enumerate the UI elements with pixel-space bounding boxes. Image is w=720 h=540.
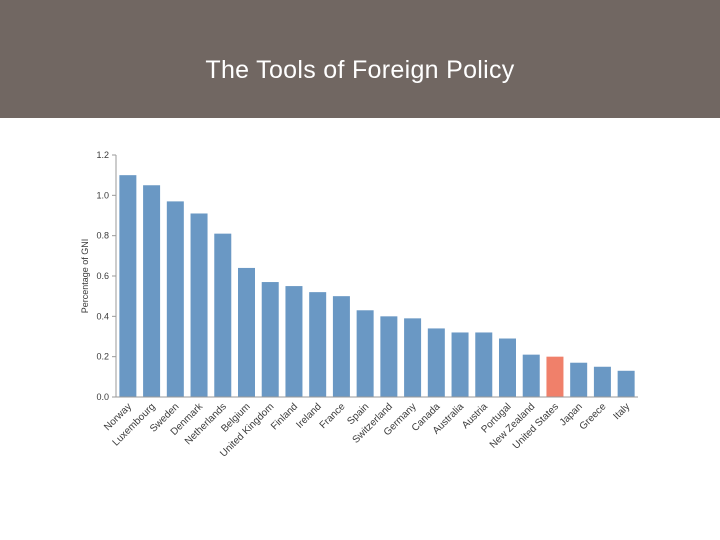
bar-netherlands	[214, 233, 232, 397]
y-axis-title: Percentage of GNI	[80, 239, 90, 314]
bar-australia	[451, 332, 469, 397]
axes-group: 0.0 0.2 0.4 0.6 0.8 1.0 1.2 Percentage of GNI	[80, 150, 638, 402]
category-label: Finland	[269, 401, 300, 432]
y-tick-label: 0.4	[96, 311, 109, 321]
y-tick-label: 0.8	[96, 231, 109, 241]
bar-luxembourg	[143, 185, 161, 397]
category-label: France	[318, 401, 348, 431]
y-tick-label: 0.0	[96, 392, 109, 402]
bar-denmark	[190, 213, 208, 397]
title-bar: The Tools of Foreign Policy	[0, 0, 720, 118]
y-tick-label: 1.2	[96, 150, 109, 160]
bar-japan	[570, 362, 588, 397]
bar-belgium	[238, 267, 255, 397]
y-tick-label: 1.0	[96, 190, 109, 200]
bar-austria	[475, 332, 493, 397]
bar-finland	[285, 286, 303, 397]
bars-group	[119, 175, 635, 397]
bar-sweden	[166, 201, 184, 397]
category-label: Greece	[578, 401, 609, 432]
slide-title: The Tools of Foreign Policy	[205, 56, 515, 84]
bar-switzerland	[380, 316, 398, 397]
bar-united-kingdom	[261, 282, 279, 397]
bar-portugal	[499, 338, 516, 397]
bar-ireland	[309, 292, 327, 397]
labels-group: NorwayLuxembourgSwedenDenmarkNetherlands…	[102, 401, 632, 460]
bar-norway	[119, 175, 137, 397]
y-tick-label: 0.2	[96, 352, 109, 362]
bar-spain	[356, 310, 374, 397]
bar-germany	[404, 318, 422, 397]
y-tick-label: 0.6	[96, 271, 109, 281]
category-label: Italy	[612, 401, 633, 422]
bar-united-states	[546, 356, 564, 397]
bar-canada	[427, 328, 445, 397]
bar-france	[332, 296, 350, 397]
bar-greece	[593, 366, 611, 397]
bar-new-zealand	[522, 354, 540, 397]
bar-italy	[617, 370, 635, 397]
